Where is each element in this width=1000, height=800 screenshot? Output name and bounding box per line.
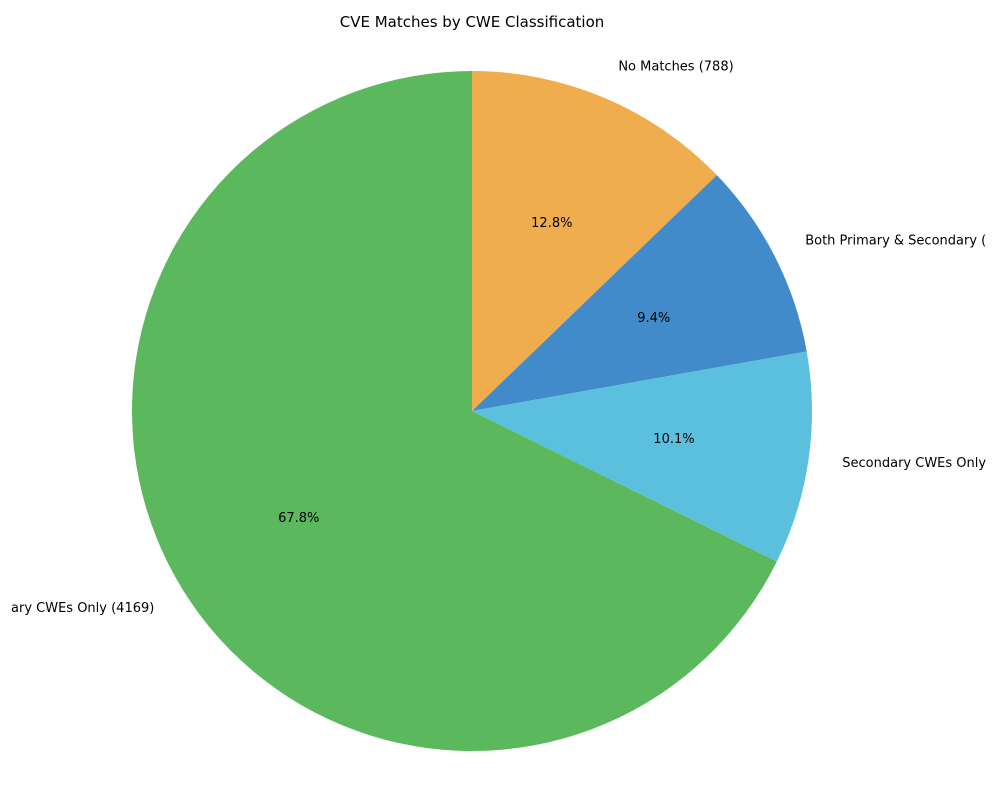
pie-slice-label-no-matches: No Matches (788): [618, 59, 733, 74]
pie-percent-label-both-primary-secondary: 9.4%: [637, 311, 670, 326]
pie-percent-label-primary-cwes-only: 67.8%: [278, 511, 319, 526]
pie-slice-both-primary-secondary: [472, 175, 807, 411]
pie-percent-labels: 12.8% 9.4% 10.1% 67.8%: [278, 216, 695, 526]
chart-title: CVE Matches by CWE Classification: [340, 13, 605, 31]
pie-slice-secondary-cwes-only: [472, 351, 812, 562]
pie-slice-labels: No Matches (788) Both Primary & Secondary…: [11, 59, 986, 616]
pie-percent-label-secondary-cwes-only: 10.1%: [653, 432, 694, 447]
pie-slice-label-both-primary-secondary: Both Primary & Secondary (: [805, 234, 986, 249]
pie-slice-label-primary-cwes-only: ary CWEs Only (4169): [11, 601, 154, 616]
pie-slices: [131, 71, 812, 751]
pie-percent-label-no-matches: 12.8%: [531, 216, 572, 231]
pie-slice-primary-cwes-only: [131, 71, 777, 751]
pie-slice-no-matches: [472, 71, 717, 411]
pie-slice-label-secondary-cwes-only: Secondary CWEs Only: [842, 456, 986, 471]
